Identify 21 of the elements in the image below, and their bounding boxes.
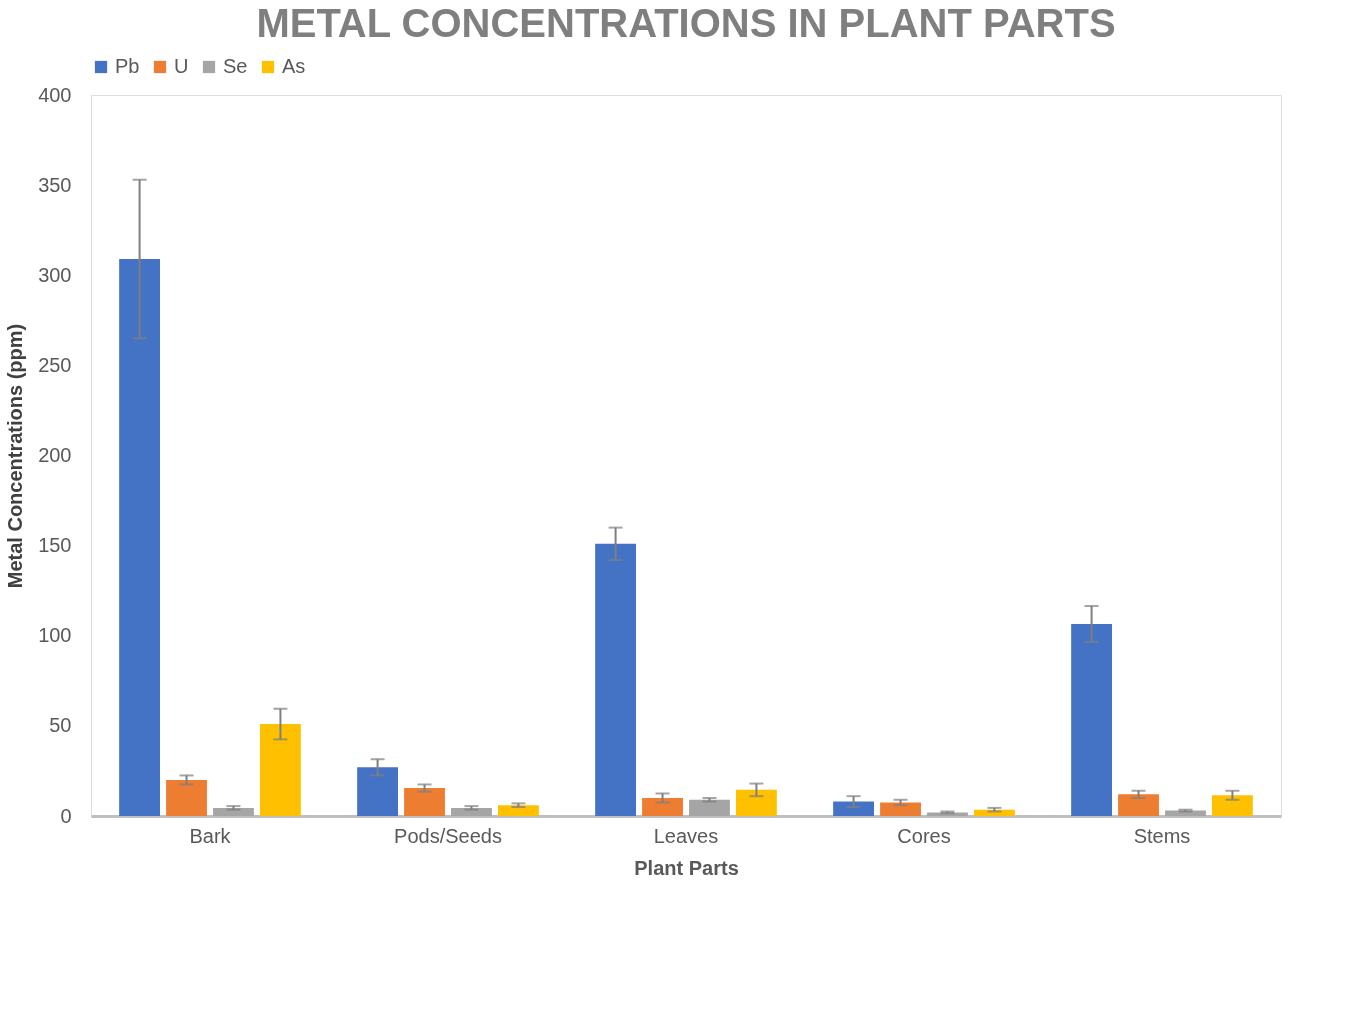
y-axis-title: Metal Concentrations (ppm): [4, 323, 27, 589]
y-tick-label: 400: [38, 83, 72, 106]
legend-label: Se: [223, 55, 248, 77]
y-tick-label: 350: [38, 173, 72, 196]
x-axis-title: Plant Parts: [634, 856, 739, 879]
y-tick-label: 150: [38, 534, 72, 557]
x-tick-label: Bark: [189, 824, 232, 847]
y-tick-label: 50: [49, 714, 72, 737]
legend-label: As: [282, 55, 306, 77]
y-tick-label: 300: [38, 263, 72, 286]
legend-label: Pb: [115, 55, 140, 77]
x-tick-label: Pods/Seeds: [394, 824, 502, 847]
y-tick-label: 100: [38, 624, 72, 647]
y-tick-label: 200: [38, 444, 72, 466]
x-tick-label: Stems: [1133, 824, 1191, 847]
y-tick-label: 250: [38, 353, 72, 376]
y-tick-label: 0: [60, 804, 72, 827]
legend-label: U: [174, 55, 189, 77]
x-tick-label: Leaves: [653, 824, 719, 847]
chart-title: METAL CONCENTRATIONS IN PLANT PARTS: [256, 1, 1116, 45]
x-tick-label: Cores: [897, 824, 951, 847]
